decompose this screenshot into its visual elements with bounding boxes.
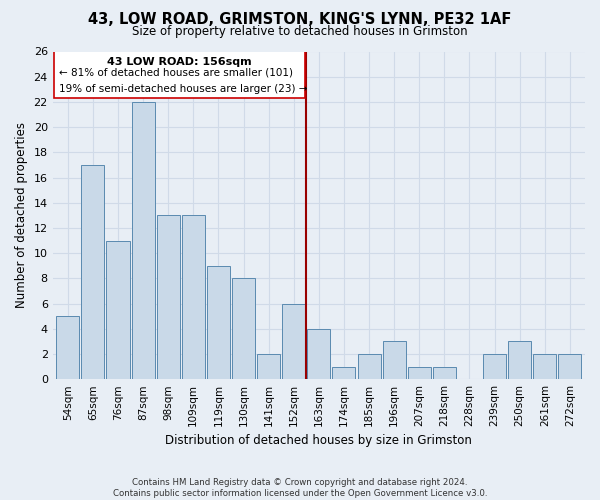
Bar	[358, 354, 380, 379]
Text: Contains HM Land Registry data © Crown copyright and database right 2024.
Contai: Contains HM Land Registry data © Crown c…	[113, 478, 487, 498]
Bar	[433, 366, 456, 379]
Text: Size of property relative to detached houses in Grimston: Size of property relative to detached ho…	[132, 25, 468, 38]
Bar	[559, 354, 581, 379]
Bar	[307, 329, 331, 379]
Bar	[106, 240, 130, 379]
Bar	[257, 354, 280, 379]
Text: 19% of semi-detached houses are larger (23) →: 19% of semi-detached houses are larger (…	[59, 84, 307, 94]
Bar	[533, 354, 556, 379]
Bar	[81, 165, 104, 379]
Bar	[131, 102, 155, 379]
Text: 43, LOW ROAD, GRIMSTON, KING'S LYNN, PE32 1AF: 43, LOW ROAD, GRIMSTON, KING'S LYNN, PE3…	[88, 12, 512, 28]
Bar	[207, 266, 230, 379]
Bar	[483, 354, 506, 379]
Bar	[182, 216, 205, 379]
Bar	[383, 342, 406, 379]
Bar	[56, 316, 79, 379]
Y-axis label: Number of detached properties: Number of detached properties	[15, 122, 28, 308]
Bar	[157, 216, 180, 379]
FancyBboxPatch shape	[54, 52, 305, 98]
Text: ← 81% of detached houses are smaller (101): ← 81% of detached houses are smaller (10…	[59, 68, 293, 78]
Text: 43 LOW ROAD: 156sqm: 43 LOW ROAD: 156sqm	[107, 56, 252, 66]
Bar	[408, 366, 431, 379]
X-axis label: Distribution of detached houses by size in Grimston: Distribution of detached houses by size …	[166, 434, 472, 448]
Bar	[232, 278, 255, 379]
Bar	[332, 366, 355, 379]
Bar	[282, 304, 305, 379]
Bar	[508, 342, 531, 379]
